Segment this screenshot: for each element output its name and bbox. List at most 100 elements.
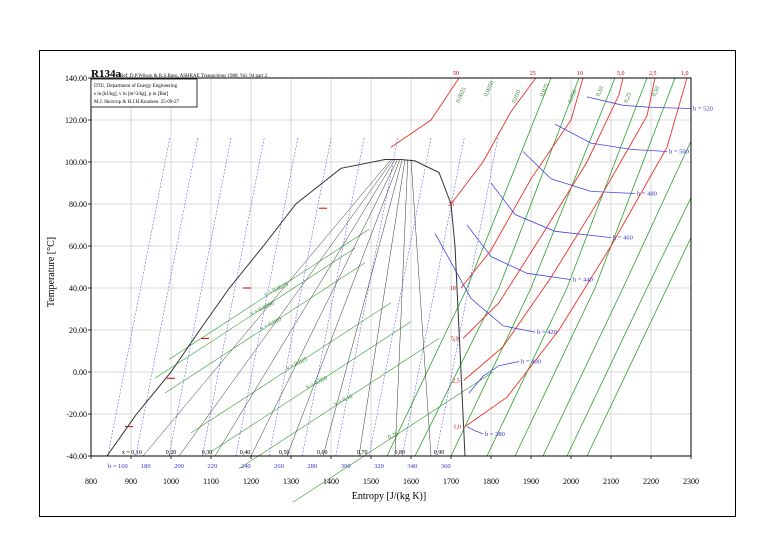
quality-lines [142,159,432,457]
chart-reference: Ref: D.P.Wilson & R.S.Basu, ASHRAE Trans… [120,74,268,79]
x-tick-label: 1900 [523,477,539,486]
isochore-liquid-label: v = 0,10 [333,394,354,408]
quality-line [142,159,392,457]
isochore-top-label: 0,50 [651,86,661,98]
enthalpy-vapor-line [490,182,612,238]
x-tick-label: 800 [85,477,97,486]
info-line-2: s in [kJ/kg], v in [m^3/kg], p in [Bar] [94,92,169,97]
x-tick-label: 2300 [683,477,699,486]
isochore-line [566,197,692,457]
enthalpy-label: 300 [341,463,351,470]
x-tick-label: 1700 [443,477,459,486]
x-tick-label: 1300 [283,477,299,486]
isochore-line [386,77,552,457]
enthalpy-liquid-line [135,137,199,457]
enthalpy-label: 280 [307,463,317,470]
enthalpy-lines [107,96,692,457]
isochore-liquid-label: v = 0,0050 [249,301,275,317]
enthalpy-vapor-label: h = 460 [613,235,633,242]
quality-label: 0,40 [240,450,251,456]
isochore-line [450,77,616,457]
quality-line [322,159,403,457]
isochore-line [414,77,580,457]
quality-label: 0,70 [357,450,368,456]
enthalpy-liquid-line [235,137,299,457]
isobar-line [450,77,537,205]
ts-diagram-svg: 800 900 1000 1100 1200 1300 1400 1500 1600 1700 18… [46,68,713,503]
isobar-top-label: 10 [577,71,583,77]
isochore-liquid-label: v = 0,010 [259,317,282,332]
y-tick-label: 80.00 [69,200,87,209]
chart-title: R134a [91,68,121,80]
enthalpy-vapor-label: h = 380 [485,431,505,438]
isochore-liquid-line [238,338,440,469]
enthalpy-vapor-line [522,151,636,194]
quality-line [394,159,409,457]
isochore-top-label: 0,10 [595,86,605,98]
enthalpy-liquid-line [107,137,171,457]
x-axis-label: Entropy [J/(kg K)] [352,491,426,502]
isochore-liquid-line [210,321,412,453]
enthalpy-liquid-line [335,137,399,457]
isobar-line [463,77,656,381]
x-tick-label: 1000 [163,477,179,486]
enthalpy-vapor-label: h = 500 [669,149,689,156]
enthalpy-vapor-line [466,224,572,280]
quality-line [358,159,406,457]
line-labels: 0,0025 0,0050 0,010 0,025 0,050 0,10 0,25 0,50 v… [108,71,713,470]
isochore-line [586,237,692,457]
enthalpy-vapor-label: h = 520 [693,105,713,112]
isobar-top-label: 2,5 [649,71,657,77]
saturation-dome [106,159,466,457]
isochore-top-label: 0,0050 [483,80,495,97]
isobar-dome-label: 1,0 [453,425,461,431]
x-tick-label: 900 [125,477,137,486]
enthalpy-liquid-line [301,137,365,457]
enthalpy-vapor-label: h = 420 [537,329,557,336]
isochore-liquid-line [190,302,392,434]
quality-label: 0,30 [202,450,213,456]
isobar-dome-label: 5,0 [451,336,459,342]
enthalpy-vapor-label: h = 440 [573,277,593,284]
x-tick-label: 2100 [603,477,619,486]
isochore-liquid-label: 0,25 [387,431,399,441]
isobar-top-label: 5,0 [617,71,625,77]
enthalpy-label: 200 [174,463,184,470]
isochore-liquid-label: v = 0,0025 [263,282,289,298]
isochore-line [486,77,648,457]
enthalpy-vapor-label: h = 480 [637,191,657,198]
x-tick-label: 1400 [323,477,339,486]
y-tick-label: 120.00 [65,116,87,125]
isochore-liquid-line [292,371,494,503]
isochore-top-label: 0,25 [623,92,633,104]
isobar-top-label: 1,0 [681,71,689,77]
axes: 800 900 1000 1100 1200 1300 1400 1500 1600 1700 18… [65,74,699,486]
enthalpy-vapor-line [586,96,692,109]
isobar-top-label: 25 [530,71,536,77]
enthalpy-liquid-line [401,137,465,457]
y-tick-label: -20.00 [66,410,87,419]
enthalpy-vapor-line [466,426,484,435]
quality-label: 0,80 [395,450,406,456]
y-tick-label: 40.00 [69,284,87,293]
isochore-top-label: 0,050 [567,89,578,104]
isochore-liquid-line [154,247,356,379]
quality-label: 0,60 [317,450,328,456]
saturated-vapor-line [385,159,466,457]
y-axis-label: Temperature [°C] [46,237,57,307]
quality-line [286,159,401,457]
info-box [90,78,198,108]
isobar-line [462,77,624,339]
enthalpy-label: h = 160 [108,463,128,470]
enthalpy-liquid-line [201,137,265,457]
y-tick-label: -40.00 [66,452,87,461]
isochore-line [542,140,692,457]
enthalpy-label: 180 [141,463,151,470]
x-tick-label: 1600 [403,477,419,486]
enthalpy-vapor-line [554,123,668,152]
y-tick-label: 100.00 [65,158,87,167]
y-tick-label: 140.00 [65,74,87,83]
isochore-top-label: 0,010 [511,89,522,104]
isochore-top-label: 0,025 [539,83,550,98]
enthalpy-label: 360 [441,463,451,470]
